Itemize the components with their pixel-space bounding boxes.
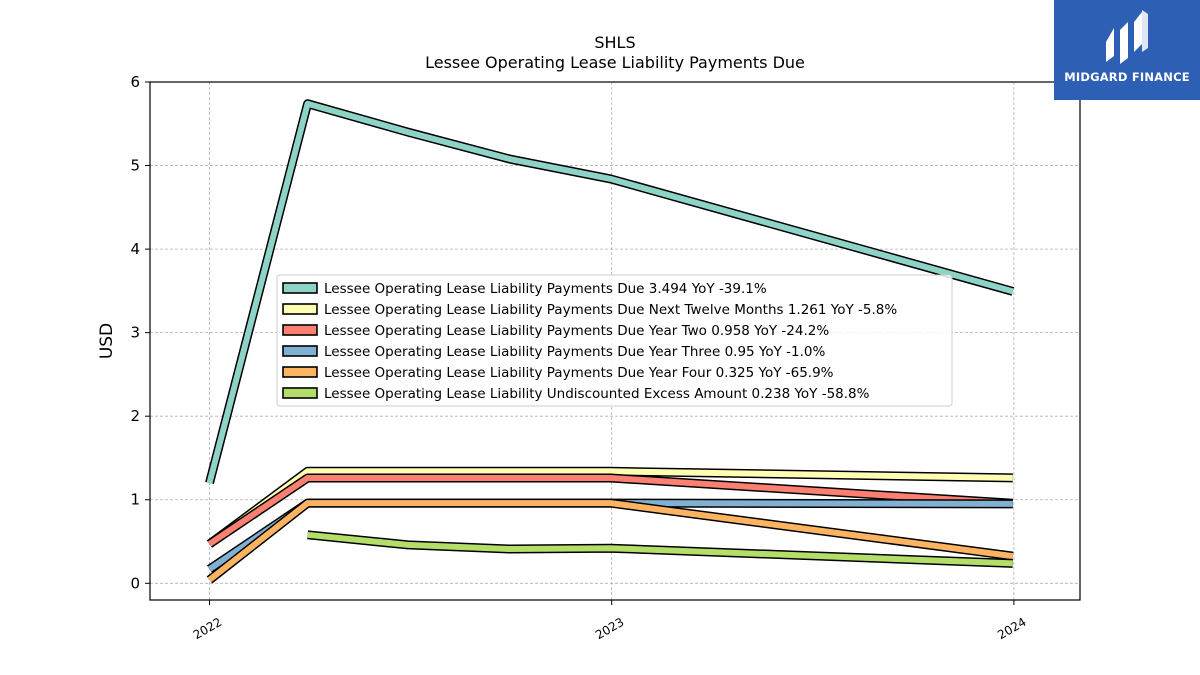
x-tick-label: 2022 xyxy=(191,615,224,642)
midgard-finance-logo: MIDGARD FINANCE xyxy=(1054,0,1200,100)
legend-swatch xyxy=(282,324,318,336)
logo-text: MIDGARD FINANCE xyxy=(1064,70,1190,84)
legend-frame xyxy=(276,274,953,407)
legend-label: Lessee Operating Lease Liability Payment… xyxy=(324,365,834,381)
y-tick-label: 4 xyxy=(130,240,140,258)
y-tick-label: 6 xyxy=(130,73,140,91)
x-tick-label: 2023 xyxy=(593,615,626,642)
series-lines xyxy=(205,99,1015,584)
chart-subtitle: Lessee Operating Lease Liability Payment… xyxy=(425,53,805,72)
legend-label: Lessee Operating Lease Liability Payment… xyxy=(324,323,829,339)
legend-swatch xyxy=(282,345,318,357)
logo-mark-icon xyxy=(1106,10,1148,64)
legend: Lessee Operating Lease Liability Payment… xyxy=(276,274,953,407)
legend-swatch xyxy=(282,366,318,378)
series-line xyxy=(307,531,1013,567)
legend-label: Lessee Operating Lease Liability Payment… xyxy=(324,281,767,297)
legend-label: Lessee Operating Lease Liability Payment… xyxy=(324,302,897,318)
chart-title: SHLS xyxy=(594,33,635,52)
legend-swatch xyxy=(282,387,318,399)
x-tick-label: 2024 xyxy=(995,615,1028,642)
legend-swatch xyxy=(282,303,318,315)
y-axis-label: USD xyxy=(97,323,117,359)
legend-label: Lessee Operating Lease Liability Undisco… xyxy=(324,386,870,402)
legend-label: Lessee Operating Lease Liability Payment… xyxy=(324,344,826,360)
y-tick-label: 3 xyxy=(130,324,140,342)
y-tick-label: 1 xyxy=(130,491,140,509)
legend-swatch xyxy=(282,282,318,294)
series-line xyxy=(207,475,1013,547)
series-line xyxy=(207,468,1013,547)
y-tick-label: 0 xyxy=(130,574,140,592)
series-line xyxy=(207,500,1014,583)
y-tick-label: 2 xyxy=(130,407,140,425)
plot-frame xyxy=(149,81,1081,601)
series-line xyxy=(206,100,1014,484)
y-tick-label: 5 xyxy=(130,157,140,175)
